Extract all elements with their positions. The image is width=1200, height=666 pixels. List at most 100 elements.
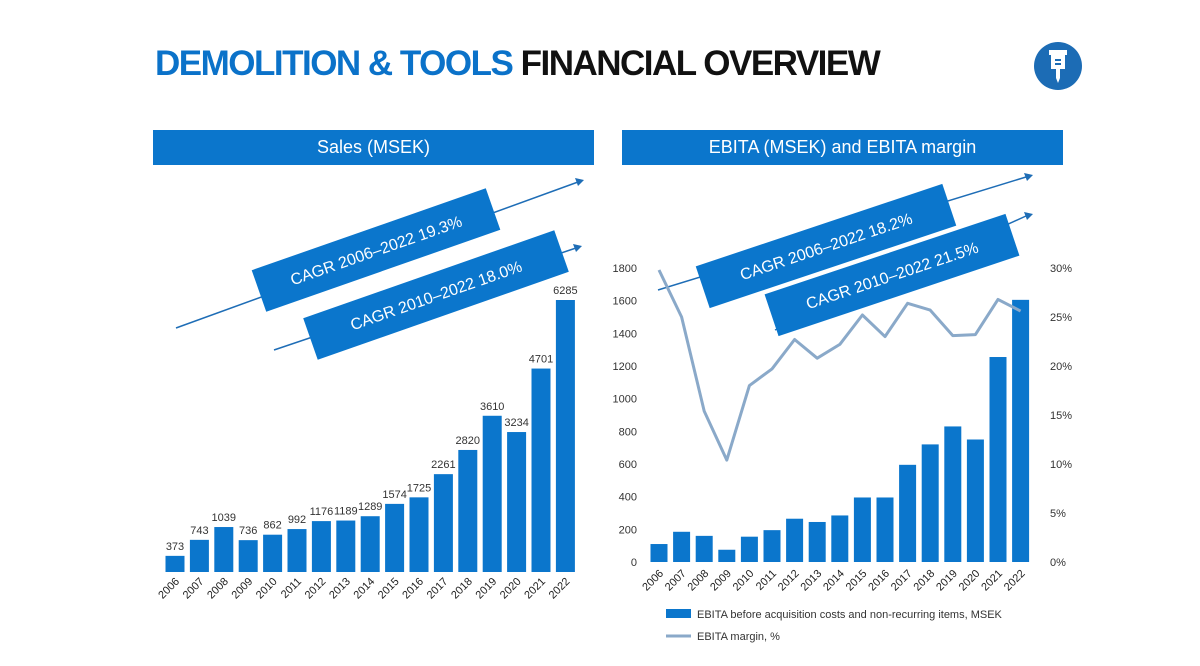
ebita-year-label: 2022 xyxy=(1002,568,1028,594)
sales-bar-2017 xyxy=(433,474,453,572)
cagr-arrowhead-2010 xyxy=(1024,212,1033,220)
ebita-year-label: 2008 xyxy=(686,568,712,594)
ebita-bar-2010 xyxy=(740,536,758,562)
y-right-tick: 15% xyxy=(1050,410,1072,422)
sales-value-label: 1189 xyxy=(334,506,358,518)
sales-value-label: 3234 xyxy=(504,417,528,429)
y-left-tick: 1400 xyxy=(613,328,637,340)
ebita-bar-2017 xyxy=(899,464,917,562)
sales-value-label: 743 xyxy=(190,525,208,537)
legend-bar-label: EBITA before acquisition costs and non-r… xyxy=(697,609,1003,621)
cagr-box-bg xyxy=(251,188,501,312)
cagr-box-bg xyxy=(764,213,1020,337)
sales-value-label: 1039 xyxy=(212,512,236,524)
ebita-bar-2020 xyxy=(966,439,984,562)
y-left-tick: 1600 xyxy=(613,296,637,308)
title-part-blue: DEMOLITION & TOOLS xyxy=(155,44,514,83)
sales-bar-2015 xyxy=(385,503,405,572)
sales-bar-2008 xyxy=(214,527,234,572)
sales-value-label: 736 xyxy=(239,525,257,537)
ebita-bar-2006 xyxy=(650,544,668,562)
ebita-year-label: 2010 xyxy=(731,568,757,594)
y-left-tick: 1200 xyxy=(613,361,637,373)
sales-value-label: 2820 xyxy=(456,435,480,447)
sales-bar-2006 xyxy=(165,555,185,572)
legend-bar-swatch xyxy=(666,609,691,618)
cagr-arrowhead-2010 xyxy=(573,244,582,252)
sales-bar-2007 xyxy=(189,539,209,572)
sales-bar-2013 xyxy=(336,520,356,572)
sales-value-label: 1725 xyxy=(407,482,431,494)
y-left-tick: 1800 xyxy=(613,263,637,275)
ebita-year-label: 2014 xyxy=(821,568,847,594)
sales-bar-2010 xyxy=(263,534,283,572)
ebita-bar-2009 xyxy=(718,549,736,562)
sales-value-label: 1289 xyxy=(358,501,382,513)
cagr-box-bg xyxy=(303,230,569,360)
y-left-tick: 400 xyxy=(619,492,637,504)
y-left-tick: 200 xyxy=(619,524,637,536)
sales-value-label: 373 xyxy=(166,541,184,553)
sales-bar-2022 xyxy=(555,300,575,572)
ebita-year-label: 2012 xyxy=(776,568,802,594)
ebita-bar-2016 xyxy=(876,497,894,562)
sales-bar-2012 xyxy=(311,521,331,572)
y-left-tick: 600 xyxy=(619,459,637,471)
sales-bar-2019 xyxy=(482,415,502,572)
ebita-margin-line xyxy=(657,269,1022,462)
title-part-black: FINANCIAL OVERVIEW xyxy=(520,44,881,83)
cagr-arrowhead-2006 xyxy=(575,178,584,186)
ebita-year-label: 2017 xyxy=(889,568,915,594)
ebita-bar-2018 xyxy=(921,444,939,562)
y-left-tick: 1000 xyxy=(613,394,637,406)
sales-bar-2021 xyxy=(531,368,551,572)
ebita-year-label: 2016 xyxy=(866,568,892,594)
sales-value-label: 1176 xyxy=(310,506,334,518)
ebita-year-label: 2007 xyxy=(663,568,689,594)
demolition-hammer-icon xyxy=(1034,42,1082,90)
ebita-year-label: 2020 xyxy=(957,568,983,594)
y-right-tick: 5% xyxy=(1050,508,1066,520)
ebita-bar-2011 xyxy=(763,530,781,562)
ebita-bar-2014 xyxy=(831,515,849,562)
sales-value-label: 3610 xyxy=(480,401,504,413)
y-right-tick: 0% xyxy=(1050,557,1066,569)
y-right-tick: 20% xyxy=(1050,361,1072,373)
y-right-tick: 30% xyxy=(1050,263,1072,275)
ebita-chart-header: EBITA (MSEK) and EBITA margin xyxy=(622,130,1063,165)
ebita-bar-2008 xyxy=(695,535,713,562)
legend-line-label: EBITA margin, % xyxy=(697,631,780,643)
sales-bar-2014 xyxy=(360,516,380,572)
sales-value-label: 2261 xyxy=(431,459,455,471)
ebita-year-label: 2018 xyxy=(912,568,938,594)
ebita-bar-2012 xyxy=(786,518,804,562)
ebita-bar-2007 xyxy=(673,531,691,562)
ebita-bar-2015 xyxy=(853,497,871,562)
ebita-year-label: 2011 xyxy=(754,568,779,593)
sales-value-label: 6285 xyxy=(553,285,577,297)
page-title: DEMOLITION & TOOLS FINANCIAL OVERVIEW xyxy=(155,44,881,84)
ebita-bar-2019 xyxy=(944,426,962,562)
sales-value-label: 862 xyxy=(263,520,281,532)
sales-bar-2011 xyxy=(287,529,307,572)
sales-value-label: 4701 xyxy=(529,354,553,366)
ebita-year-label: 2019 xyxy=(934,568,960,594)
sales-value-label: 992 xyxy=(288,514,306,526)
ebita-year-label: 2021 xyxy=(979,568,1005,594)
ebita-year-label: 2009 xyxy=(708,568,734,594)
sales-bar-2018 xyxy=(458,449,478,572)
sales-bar-2016 xyxy=(409,497,429,572)
ebita-bar-2021 xyxy=(989,357,1007,562)
cagr-box-bg xyxy=(695,183,957,309)
ebita-year-label: 2013 xyxy=(799,568,825,594)
y-left-tick: 800 xyxy=(619,426,637,438)
sales-value-label: 1574 xyxy=(382,489,406,501)
sales-bar-2009 xyxy=(238,540,258,572)
cagr-arrowhead-2006 xyxy=(1024,173,1033,181)
y-right-tick: 10% xyxy=(1050,459,1072,471)
ebita-bar-2022 xyxy=(1012,299,1030,562)
sales-chart-header: Sales (MSEK) xyxy=(153,130,594,165)
ebita-bar-2013 xyxy=(808,521,826,562)
